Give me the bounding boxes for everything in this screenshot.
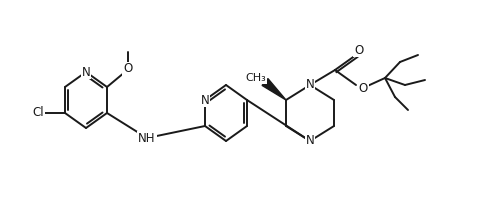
Text: Cl: Cl bbox=[32, 107, 44, 120]
Text: N: N bbox=[306, 135, 314, 148]
Text: NH: NH bbox=[138, 131, 156, 144]
Text: N: N bbox=[306, 79, 314, 92]
Text: O: O bbox=[358, 82, 368, 94]
Polygon shape bbox=[262, 79, 286, 100]
Text: N: N bbox=[81, 65, 91, 79]
Text: CH₃: CH₃ bbox=[245, 73, 267, 83]
Text: O: O bbox=[355, 43, 364, 56]
Text: N: N bbox=[201, 93, 209, 107]
Text: O: O bbox=[123, 62, 133, 75]
